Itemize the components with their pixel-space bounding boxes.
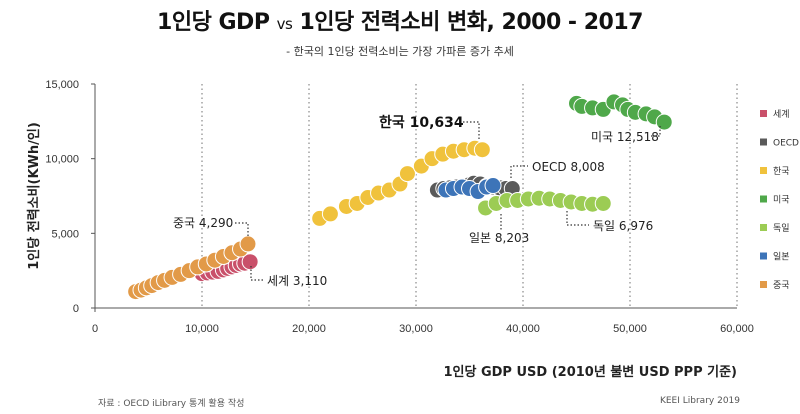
x-tick-label: 10,000 <box>185 323 219 335</box>
data-point <box>239 235 257 253</box>
data-point <box>473 141 491 159</box>
annotation-label: 미국 12,518 <box>591 130 659 144</box>
x-tick-label: 50,000 <box>613 323 647 335</box>
annotation-label: 중국 4,290 <box>173 216 233 230</box>
y-axis-title: 1인당 전력소비(KWh/인) <box>26 122 42 270</box>
source-note: 자료 : OECD iLibrary 통계 활용 작성 <box>98 399 245 409</box>
x-tick-label: 30,000 <box>399 323 433 335</box>
legend-label: OECD <box>773 139 799 149</box>
legend-swatch <box>760 138 767 146</box>
annotation-leader <box>463 121 480 140</box>
y-tick-label: 10,000 <box>45 154 79 166</box>
data-point <box>398 165 416 183</box>
x-tick-label: 0 <box>92 323 98 335</box>
y-tick-label: 5,000 <box>51 228 79 240</box>
legend-swatch <box>760 281 767 288</box>
title-part-b: 1인당 전력소비 변화, 2000 - 2017 <box>292 10 643 35</box>
annotation-label: 일본 8,203 <box>469 231 529 245</box>
annotation-label: 독일 6,976 <box>593 219 653 233</box>
legend-label: 일본 <box>773 252 790 263</box>
annotations: 중국 4,290 세계 3,110 한국 10,634 OECD 8,008 미국 12… <box>173 115 661 288</box>
data-point <box>594 194 612 212</box>
data-point <box>484 177 502 195</box>
legend-swatch <box>760 167 767 174</box>
annotation-leader <box>510 165 528 178</box>
data-point <box>321 205 339 223</box>
annotation-leader <box>235 222 249 236</box>
legend-swatch <box>760 224 767 231</box>
annotation-leader <box>250 266 263 281</box>
legend-label: 중국 <box>773 280 790 291</box>
legend-swatch <box>760 252 767 260</box>
annotation-label: 한국 10,634 <box>379 115 464 131</box>
credit-note: KEEI Library 2019 <box>659 396 740 406</box>
chart-subtitle: - 한국의 1인당 전력소비는 가장 가파른 증가 추세 <box>286 45 514 58</box>
legend-label: 독일 <box>773 223 790 234</box>
title-vs: vs <box>276 15 293 33</box>
axes: 0 10,000 20,000 30,000 40,000 50,000 60,000 0 5,… <box>45 79 753 335</box>
x-tick-label: 40,000 <box>506 323 540 335</box>
data-point <box>241 253 259 271</box>
x-axis-title: 1인당 GDP USD (2010년 불변 USD PPP 기준) <box>443 364 737 380</box>
legend-swatch <box>760 110 767 117</box>
data-point <box>655 113 673 131</box>
x-tick-label: 20,000 <box>292 323 326 335</box>
legend-label: 한국 <box>773 166 790 177</box>
title-part-a: 1인당 GDP <box>157 10 277 35</box>
y-tick-label: 15,000 <box>45 79 79 91</box>
legend-label: 세계 <box>773 108 790 120</box>
legend-label: 미국 <box>773 195 790 206</box>
chart-title: 1인당 GDP vs 1인당 전력소비 변화, 2000 - 2017 <box>0 4 800 36</box>
data-points <box>127 93 673 301</box>
annotation-label: 세계 3,110 <box>267 274 327 288</box>
legend-swatch <box>760 195 767 203</box>
y-tick-label: 0 <box>73 303 79 315</box>
annotation-label: OECD 8,008 <box>532 160 605 174</box>
annotation-leader <box>566 211 589 226</box>
x-tick-label: 60,000 <box>720 323 754 335</box>
gridlines <box>201 84 738 308</box>
